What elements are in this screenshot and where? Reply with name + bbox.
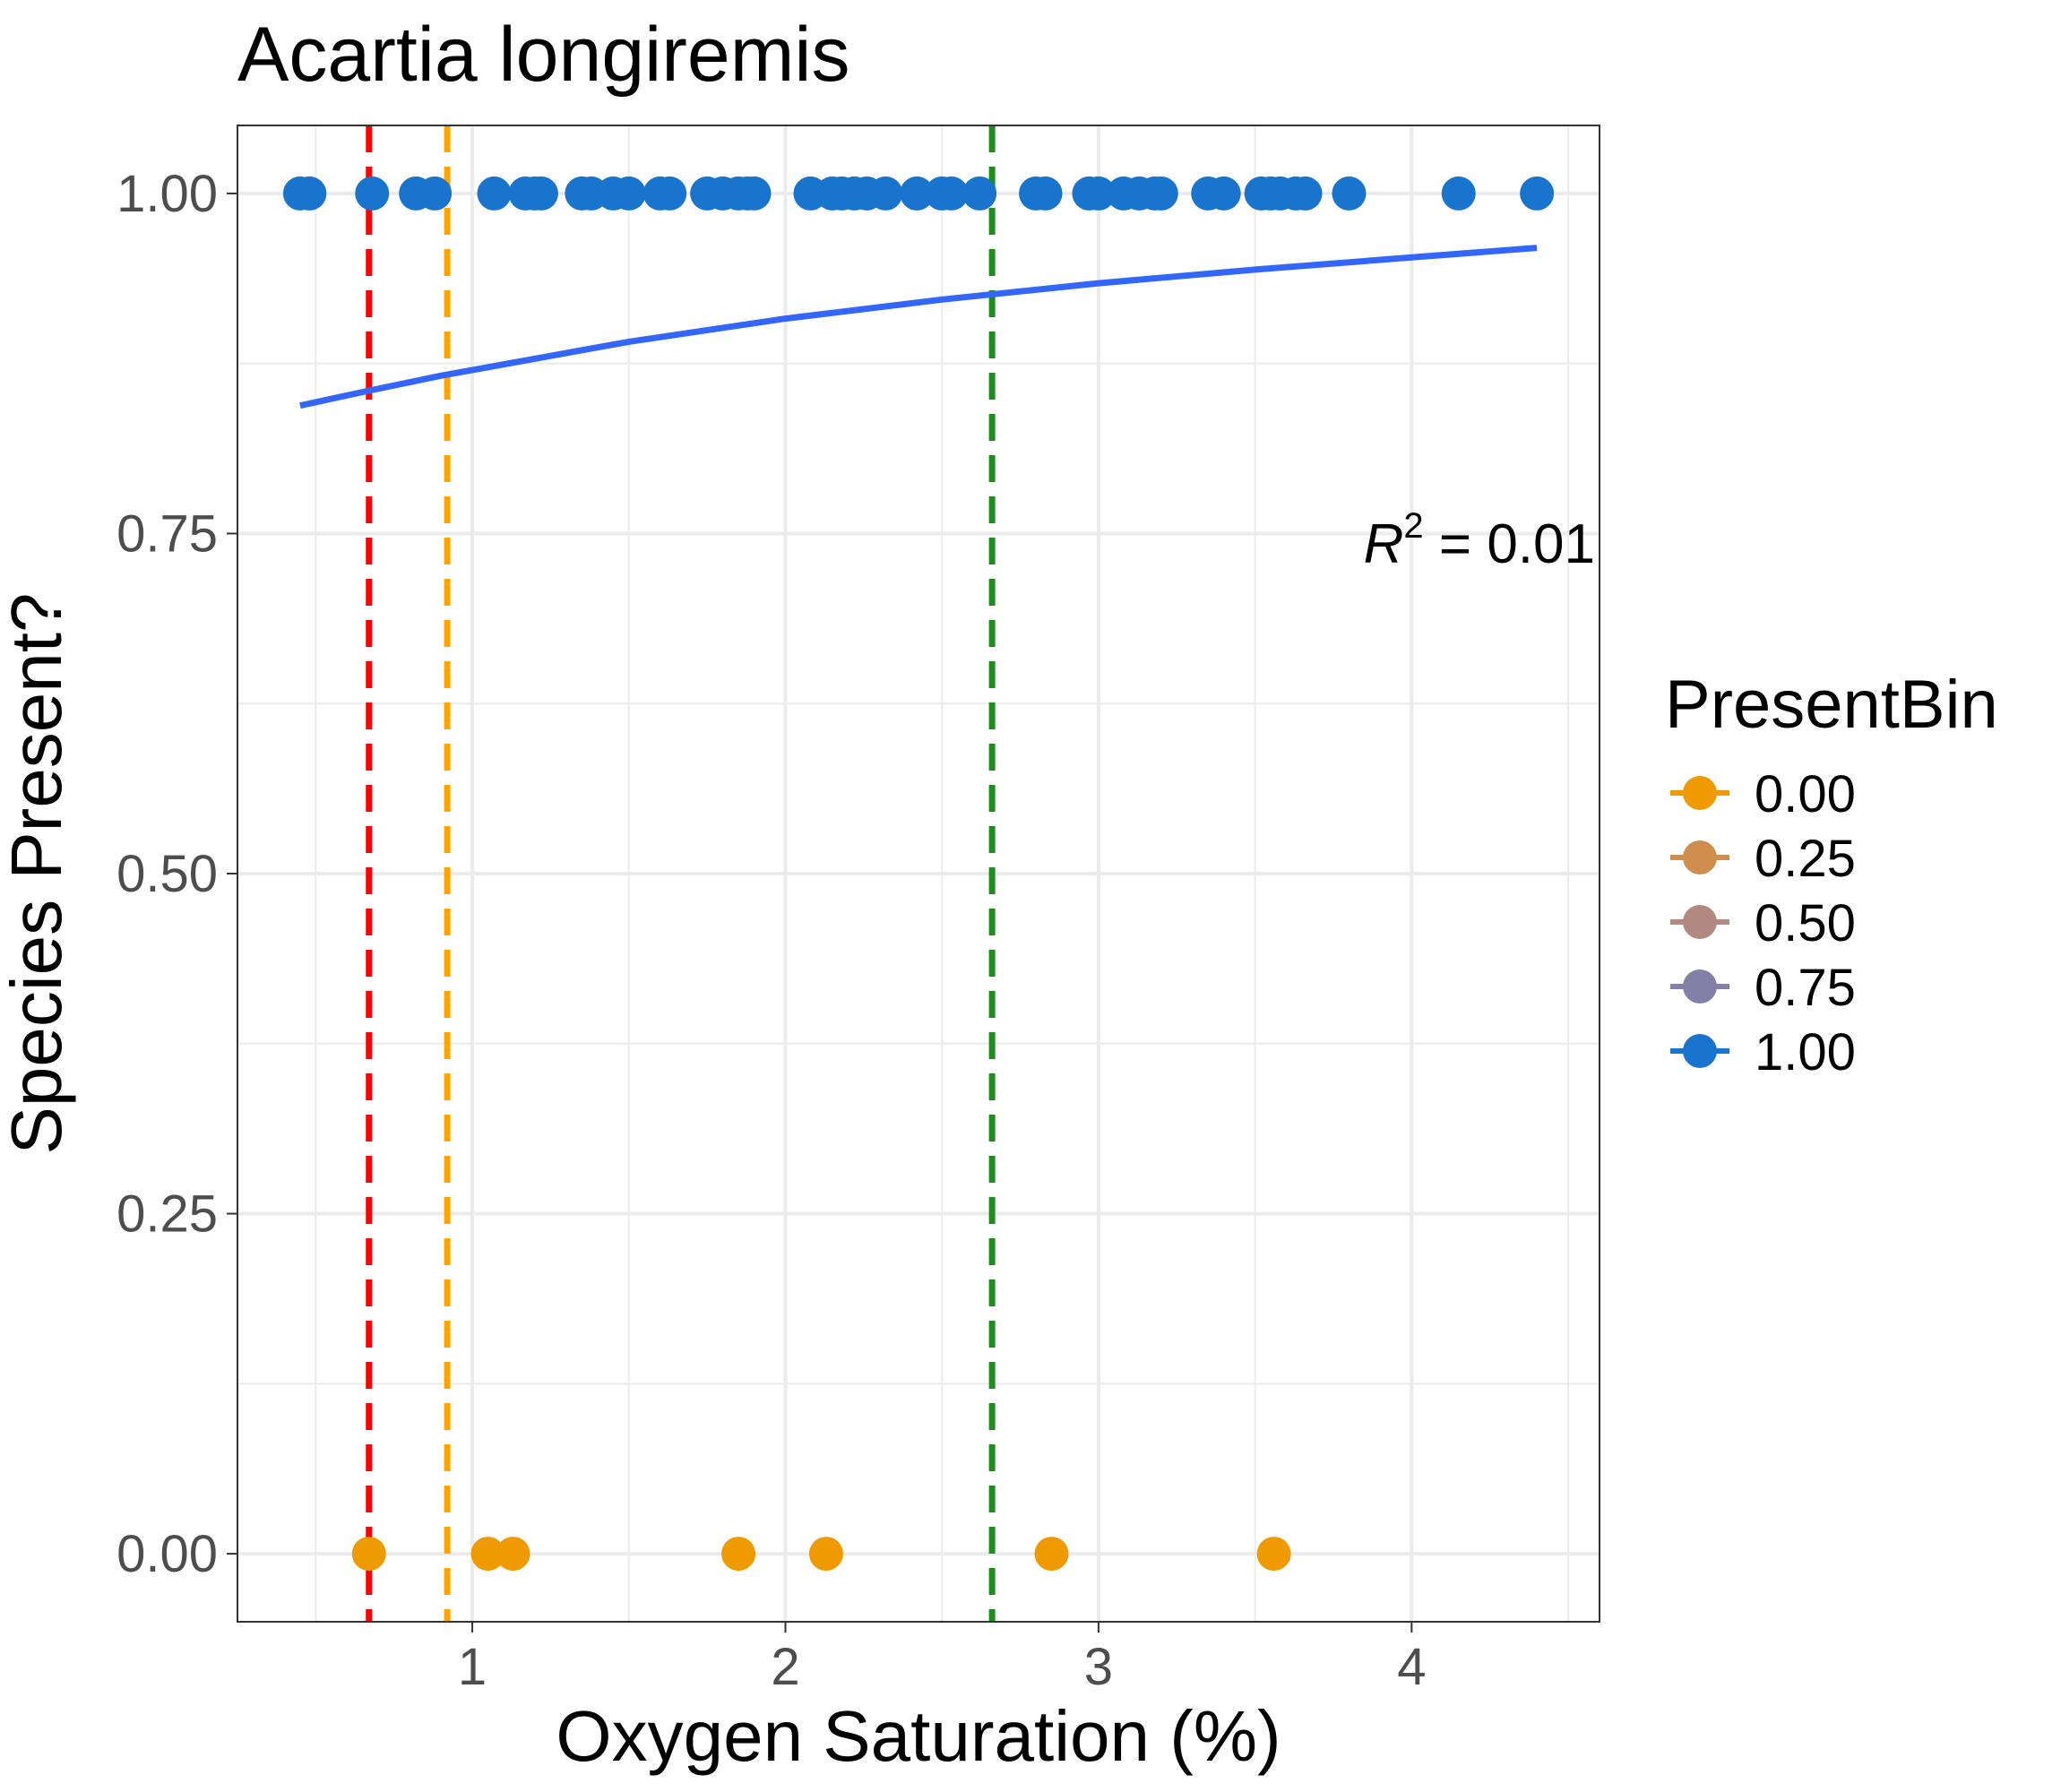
data-point-present: [1081, 176, 1116, 211]
data-point-absent: [721, 1537, 756, 1572]
data-point-present: [355, 176, 390, 211]
data-point-present: [418, 176, 453, 211]
y-tick-label: 0.25: [116, 1185, 218, 1244]
data-point-present: [1143, 176, 1178, 211]
legend-label: 0.50: [1755, 894, 1856, 952]
legend-title: PresentBin: [1665, 667, 1998, 743]
data-point-present: [962, 176, 997, 211]
legend-key-dot: [1683, 905, 1717, 939]
data-point-present: [292, 176, 327, 211]
data-point-absent: [351, 1537, 386, 1572]
data-points: [282, 176, 1555, 1572]
data-point-present: [1206, 176, 1241, 211]
r-squared-superscript: 2: [1403, 506, 1423, 546]
data-point-absent: [808, 1537, 843, 1572]
x-axis-label: Oxygen Saturation (%): [556, 1696, 1281, 1776]
data-point-present: [1288, 176, 1323, 211]
legend-label: 0.00: [1755, 765, 1856, 823]
data-point-present: [523, 176, 558, 211]
data-point-present: [868, 176, 903, 211]
legend-key-dot: [1683, 840, 1717, 874]
data-point-present: [1332, 176, 1367, 211]
r-squared-value: = 0.01: [1424, 513, 1595, 575]
y-tick-label: 1.00: [116, 165, 218, 223]
legend-key-dot: [1683, 776, 1717, 810]
x-tick-label: 1: [458, 1638, 487, 1696]
data-point-absent: [1256, 1537, 1291, 1572]
r-squared-base: R: [1364, 513, 1404, 575]
data-point-present: [1028, 176, 1063, 211]
x-tick-label: 2: [771, 1638, 799, 1696]
fit-curve-group: [299, 245, 1538, 409]
y-tick-label: 0.75: [116, 504, 218, 563]
data-point-present: [1520, 176, 1555, 211]
legend-label: 0.75: [1755, 959, 1856, 1017]
y-axis: 0.00 0.25 0.50 0.75 1.00: [116, 165, 237, 1583]
data-point-present: [900, 176, 935, 211]
chart-title: Acartia longiremis: [237, 12, 849, 98]
fit-curve: [299, 245, 1538, 409]
legend-key-dot: [1683, 969, 1717, 1004]
legend-label: 1.00: [1755, 1023, 1856, 1081]
y-axis-label: Species Present?: [0, 592, 76, 1154]
data-point-present: [611, 176, 646, 211]
y-tick-label: 0.00: [116, 1525, 218, 1583]
data-point-present: [934, 176, 969, 211]
x-tick-label: 3: [1084, 1638, 1113, 1696]
data-point-present: [1441, 176, 1476, 211]
data-point-absent: [1034, 1537, 1069, 1572]
data-point-present: [737, 176, 772, 211]
r-squared-annotation: R2 = 0.01: [1364, 506, 1595, 575]
legend-key-dot: [1683, 1034, 1717, 1068]
data-point-absent: [470, 1537, 505, 1572]
x-axis: 1 2 3 4: [458, 1622, 1426, 1696]
x-tick-label: 4: [1397, 1638, 1426, 1696]
legend: PresentBin 0.00 0.25 0.50 0.75 1.00: [1665, 667, 1998, 1081]
legend-label: 0.25: [1755, 830, 1856, 888]
data-point-present: [477, 176, 512, 211]
data-point-absent: [496, 1537, 530, 1572]
data-point-present: [652, 176, 687, 211]
y-tick-label: 0.50: [116, 845, 218, 903]
